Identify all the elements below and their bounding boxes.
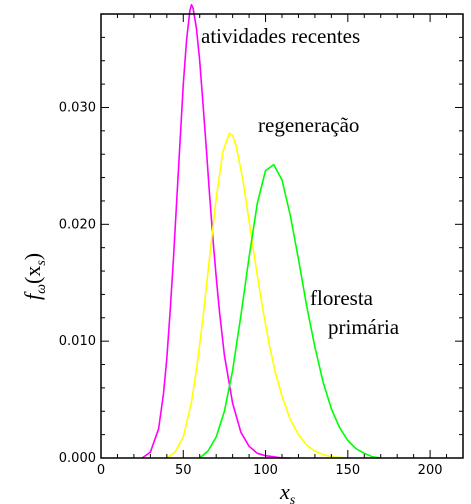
y-tick-label: 0.030 xyxy=(59,100,96,115)
series-line-1 xyxy=(166,132,348,459)
x-tick-label: 200 xyxy=(418,463,443,478)
x-axis-title-main: x xyxy=(279,479,290,504)
annotation-primaria: primária xyxy=(328,315,400,339)
tick-labels-group: 0 50 100 150 200 0.000 0.010 0.020 0.030 xyxy=(59,100,443,478)
x-tick-label: 50 xyxy=(175,463,192,478)
annotation-regeneracao: regeneração xyxy=(258,113,359,137)
y-axis-title-arg: (x xyxy=(20,266,45,284)
y-tick-label: 0.010 xyxy=(59,334,96,349)
annotation-floresta: floresta xyxy=(310,286,374,310)
curves-group xyxy=(141,3,381,459)
series-line-2 xyxy=(199,163,381,459)
y-axis-title-sub: ω xyxy=(34,284,49,294)
x-axis-title-sub: s xyxy=(290,493,296,504)
ticks-group xyxy=(100,13,464,459)
x-tick-label: 150 xyxy=(335,463,360,478)
y-axis-title-f: f xyxy=(20,291,45,300)
x-tick-label: 100 xyxy=(253,463,278,478)
y-tick-label: 0.000 xyxy=(59,451,96,466)
y-tick-label: 0.020 xyxy=(59,217,96,232)
y-axis-title-close: ) xyxy=(20,253,45,260)
x-axis-title: xs xyxy=(279,479,296,504)
y-axis-title: fω(xs) xyxy=(20,253,49,300)
plot-frame xyxy=(100,13,464,459)
annotation-atividades-recentes: atividades recentes xyxy=(201,24,360,48)
series-line-0 xyxy=(141,3,291,459)
x-tick-label: 0 xyxy=(97,463,105,478)
y-axis-title-arg-sub: s xyxy=(34,260,49,266)
